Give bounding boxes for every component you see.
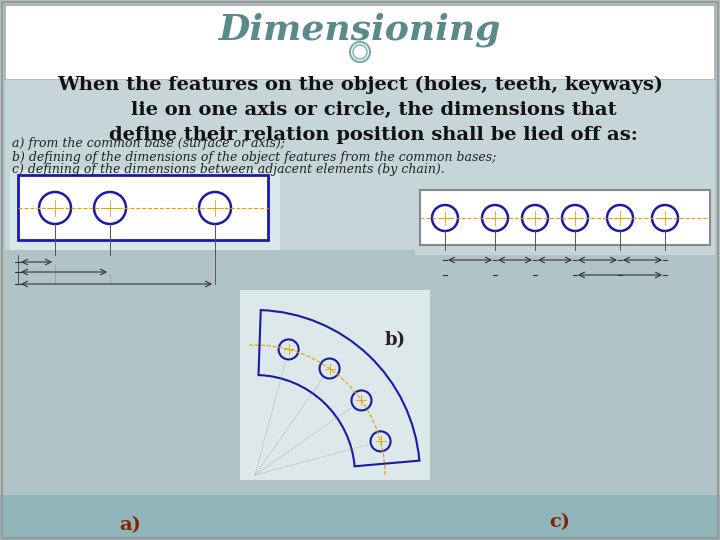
Bar <box>5 80 715 250</box>
Text: a) from the common base (surface or axis);: a) from the common base (surface or axis… <box>12 138 285 151</box>
Text: b) defining of the dimensions of the object features from the common bases;: b) defining of the dimensions of the obj… <box>12 151 496 164</box>
Bar <box>415 155 715 255</box>
Bar <box>420 190 710 245</box>
Text: Dimensioning: Dimensioning <box>219 13 501 47</box>
Bar <box>0 495 720 540</box>
Bar <box>240 290 430 480</box>
Text: c): c) <box>549 513 570 531</box>
Bar <box>18 175 268 240</box>
Text: b): b) <box>384 331 405 349</box>
Text: a): a) <box>119 516 141 534</box>
Bar <box>10 170 280 250</box>
Text: When the features on the object (holes, teeth, keyways)
    lie on one axis or c: When the features on the object (holes, … <box>57 76 663 144</box>
Text: c) defining of the dimensions between adjacent elements (by chain).: c) defining of the dimensions between ad… <box>12 164 445 177</box>
Bar <box>5 5 715 80</box>
